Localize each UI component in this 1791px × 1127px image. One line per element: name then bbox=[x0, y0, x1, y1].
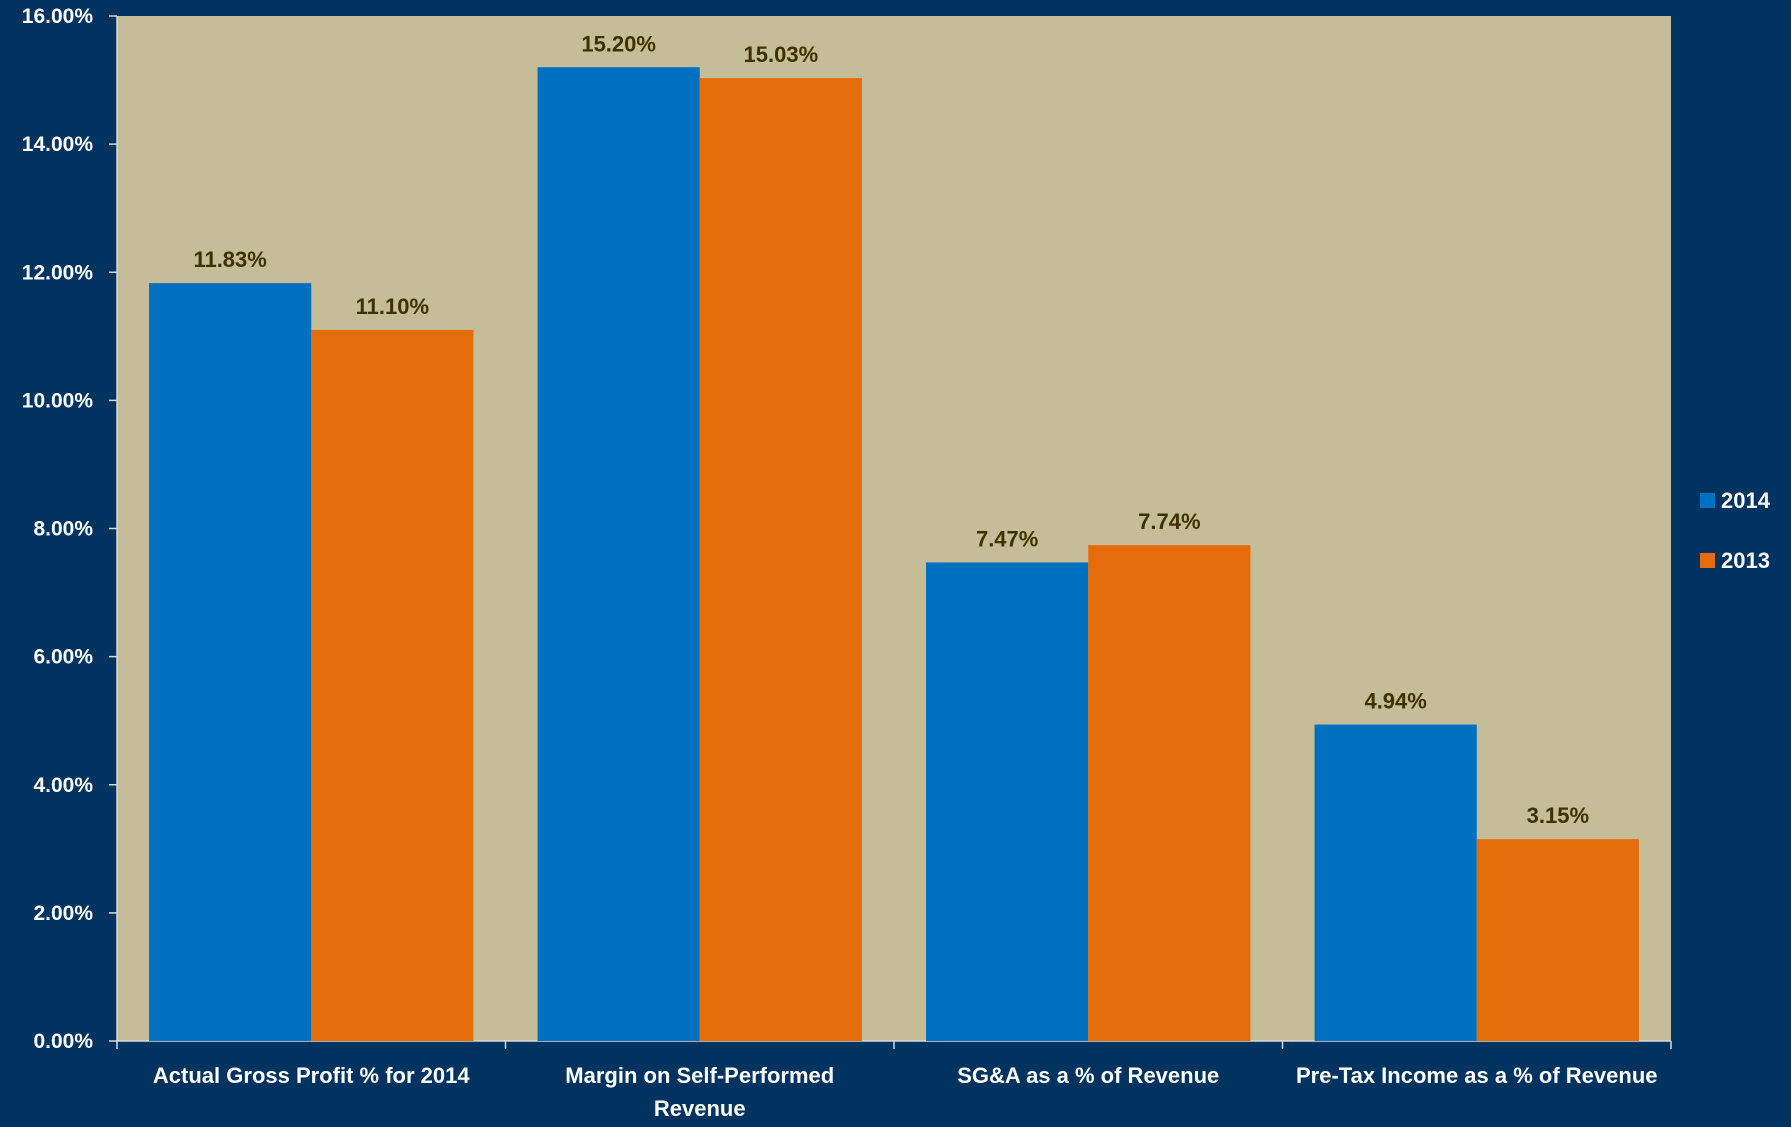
data-label: 3.15% bbox=[1527, 803, 1589, 828]
bar-2014[interactable] bbox=[537, 67, 700, 1041]
data-label: 11.10% bbox=[356, 294, 429, 319]
bar-2013[interactable] bbox=[1088, 545, 1251, 1041]
data-label: 4.94% bbox=[1364, 689, 1426, 714]
legend-label: 2013 bbox=[1721, 548, 1770, 573]
y-tick-label: 12.00% bbox=[22, 261, 94, 284]
bar-2013[interactable] bbox=[311, 329, 474, 1041]
y-tick-label: 16.00% bbox=[22, 5, 94, 28]
bar-2013[interactable] bbox=[1476, 839, 1639, 1041]
y-tick-label: 0.00% bbox=[33, 1030, 93, 1053]
data-label: 15.03% bbox=[744, 42, 819, 67]
data-label: 15.20% bbox=[581, 31, 656, 56]
bar-2014[interactable] bbox=[926, 562, 1089, 1041]
bar-2014[interactable] bbox=[149, 283, 312, 1041]
category-label: Pre-Tax Income as a % of Revenue bbox=[1296, 1063, 1658, 1088]
y-tick-label: 6.00% bbox=[33, 646, 93, 669]
legend-swatch-2014 bbox=[1700, 493, 1715, 508]
y-tick-label: 2.00% bbox=[33, 902, 93, 925]
category-label: Margin on Self-Performed bbox=[565, 1063, 834, 1088]
legend-swatch-2013 bbox=[1700, 553, 1715, 568]
category-label: SG&A as a % of Revenue bbox=[957, 1063, 1219, 1088]
legend-label: 2014 bbox=[1721, 488, 1771, 513]
data-label: 11.83% bbox=[193, 247, 266, 272]
y-tick-label: 8.00% bbox=[33, 518, 93, 541]
y-tick-label: 10.00% bbox=[22, 389, 94, 412]
y-tick-label: 14.00% bbox=[22, 133, 94, 156]
bar-2014[interactable] bbox=[1314, 724, 1477, 1041]
category-label: Actual Gross Profit % for 2014 bbox=[153, 1063, 470, 1088]
category-label: Revenue bbox=[654, 1096, 746, 1121]
data-label: 7.47% bbox=[976, 526, 1038, 551]
y-tick-label: 4.00% bbox=[33, 774, 93, 797]
data-label: 7.74% bbox=[1138, 509, 1200, 534]
bar-2013[interactable] bbox=[699, 78, 862, 1041]
